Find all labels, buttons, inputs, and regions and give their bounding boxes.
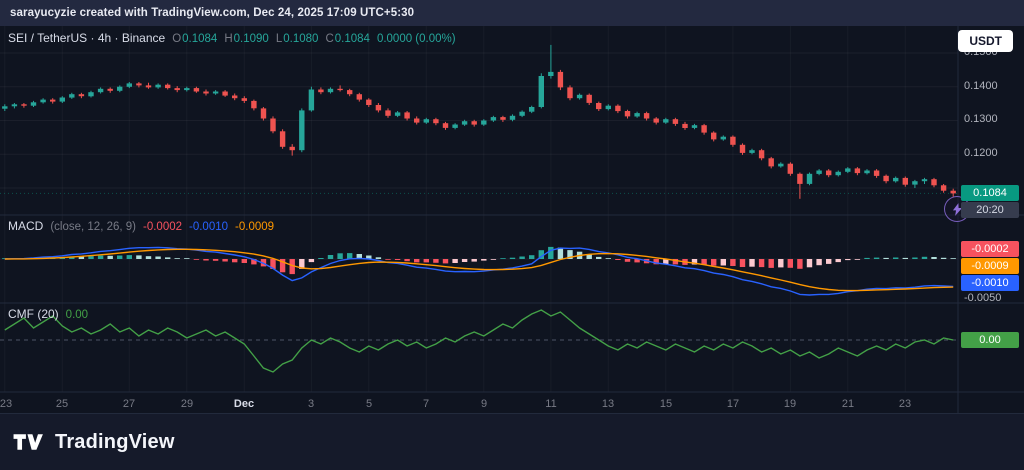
symbol-title: SEI / TetherUS · 4h · Binance [8,31,166,45]
time-axis-label: 21 [841,398,855,410]
grid-lines [0,26,958,392]
time-axis-label: 7 [422,398,430,410]
time-axis-label: 9 [480,398,488,410]
price-axis-label: 0.1200 [964,147,998,159]
price-axis-label: 0.1300 [964,113,998,125]
tradingview-logo[interactable]: TradingView [12,430,175,454]
macd-signal-value: -0.0009 [235,221,275,233]
time-axis-label: 13 [601,398,615,410]
time-axis-label: 5 [365,398,373,410]
ohlc-close: C 0.1084 [325,33,370,45]
time-axis-label: 25 [55,398,69,410]
last-price-badge: 0.1084 [961,185,1019,201]
time-axis-label: 27 [122,398,136,410]
currency-toggle-button[interactable]: USDT [958,30,1013,52]
price-axis-label: 0.1400 [964,80,998,92]
macd-line-value: -0.0010 [189,221,229,233]
time-axis-label: 23 [898,398,912,410]
cmf-line [4,309,954,373]
footer-bar: TradingView [0,414,1024,470]
ohlc-low: L 0.1080 [275,33,319,45]
attribution-text: sarayucyzie created with TradingView.com… [10,7,415,19]
chart-canvas [0,26,1024,414]
macd-hist-value: -0.0002 [143,221,183,233]
macd-signal-badge: -0.0009 [961,258,1019,274]
macd-title: MACD [8,219,44,233]
countdown-badge: 20:20 [961,202,1019,218]
ohlc-open: O 0.1084 [172,33,218,45]
macd-axis-tick: -0.0050 [964,292,1002,304]
ohlc-high: H 0.1090 [224,33,269,45]
change-value: 0.0000 (0.00%) [376,33,456,45]
tradingview-wordmark: TradingView [55,430,175,453]
lightning-icon [952,202,962,216]
macd-line-badge: -0.0010 [961,275,1019,291]
macd-hist-badge: -0.0002 [961,241,1019,257]
cmf-value: 0.00 [65,309,89,321]
tradingview-logomark [13,434,43,450]
time-axis-label: 17 [726,398,740,410]
time-axis-label: 29 [180,398,194,410]
cmf-badge: 0.00 [961,332,1019,348]
macd-signal-line [4,248,954,292]
macd-params: (close, 12, 26, 9) [50,221,136,233]
macd-status-line: MACD (close, 12, 26, 9) -0.0002 -0.0010 … [8,219,274,233]
time-axis-label: 11 [545,398,557,410]
attribution-bar: sarayucyzie created with TradingView.com… [0,0,1024,26]
macd-line [4,246,954,296]
cmf-title: CMF (20) [8,307,59,321]
time-axis-label: 23 [0,398,13,410]
time-axis-label: Dec [233,398,255,410]
cmf-status-line: CMF (20) 0.00 [8,307,88,321]
time-axis-label: 3 [307,398,315,410]
time-axis-label: 19 [783,398,797,410]
candles [2,44,956,199]
time-axis-label: 15 [659,398,673,410]
